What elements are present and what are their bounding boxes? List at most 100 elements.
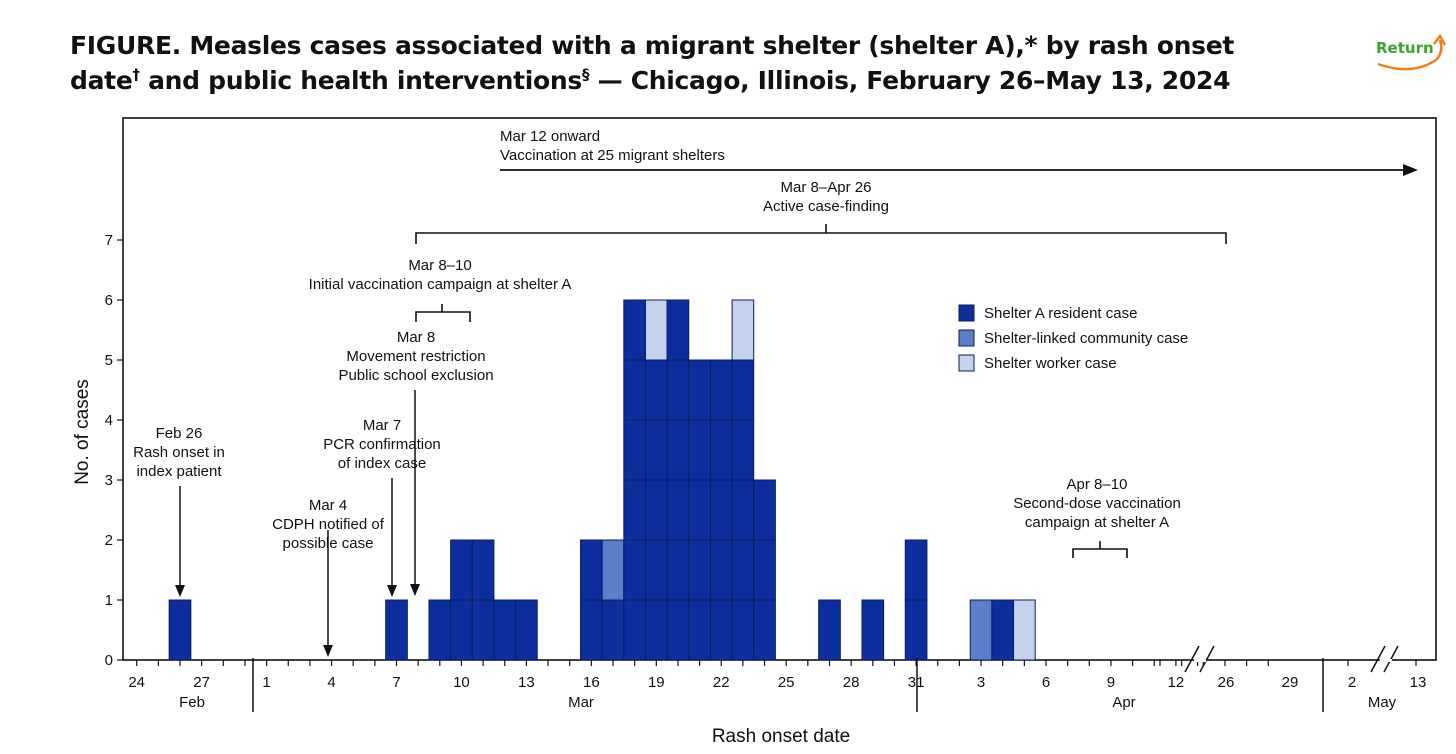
case-finding-bracket [415,224,1227,244]
bar-resident [644,479,668,541]
bar-resident [644,539,668,601]
plot-frame [122,117,1437,661]
bar-resident [644,419,668,481]
x-tick-label: 4 [327,674,335,691]
x-tick-label: 9 [1107,674,1115,691]
axis-break-gap [1194,659,1206,662]
bar-resident [666,479,690,541]
month-label: Mar [568,694,594,711]
bar-resident [450,539,473,601]
bar-resident [731,419,755,481]
return-logo[interactable]: Return [1372,30,1452,74]
x-axis-label: Rash onset date [712,726,850,747]
bar-resident [168,599,192,661]
bar-resident [666,599,690,661]
month-label: May [1368,694,1397,711]
pcr-annotation-line-3: of index case [338,455,426,472]
bar-resident [731,479,755,541]
y-axis-label: No. of cases [72,379,93,485]
x-tick-label: 7 [392,674,400,691]
second-dose-annotation-line-1: Apr 8–10 [1067,476,1128,493]
section-footnote-mark: § [581,65,590,84]
bar-resident [666,419,690,481]
bar-resident [904,539,928,601]
pcr-arrowhead [387,585,397,597]
second-dose-annotation-line-2: Second-dose vaccination [1013,495,1181,512]
bar-resident [688,419,711,481]
axis-break-mark [1199,645,1215,673]
vaccination-annotation-line-1: Mar 12 onward [500,128,600,145]
bar-resident [450,599,473,661]
x-tick-label: 19 [648,674,665,691]
bar-resident [688,359,711,421]
movement-annotation-line-1: Mar 8 [397,329,435,346]
cdph-annotation-line-1: Mar 4 [309,497,347,514]
initial-campaign-annotation-line-2: Initial vaccination campaign at shelter … [309,276,572,293]
second-dose-annotation-line-3: campaign at shelter A [1025,514,1169,531]
x-tick-label: 29 [1282,674,1299,691]
x-tick-label: 10 [453,674,470,691]
bar-resident [471,539,495,601]
bar-resident [385,599,408,661]
title-text-2b: and public health interventions [139,66,582,95]
bar-resident [623,359,646,421]
bar-resident [709,479,733,541]
cdph-arrowhead [323,645,333,657]
bar-resident [493,599,517,661]
bar-resident [666,359,690,421]
bar-resident [709,359,733,421]
month-label: Feb [179,694,205,711]
y-tick-label: 1 [105,592,113,609]
bar-resident [623,539,646,601]
legend-swatch [958,354,975,372]
axis-break-gap [1380,659,1392,662]
legend-swatch [958,304,975,322]
vaccination-arrowhead [1403,164,1418,176]
x-tick-label: 26 [1218,674,1235,691]
title-text-1: . Measles cases associated with a migran… [171,31,1235,60]
x-tick-label: 12 [1168,674,1185,691]
title-line-2: date† and public health interventions§ —… [70,63,1330,98]
x-tick-label: 27 [193,674,210,691]
return-arrow-icon [1377,33,1447,71]
bar-community [969,599,993,661]
bar-resident [471,599,495,661]
x-tick-label: 1 [262,674,270,691]
x-tick-label: 13 [518,674,535,691]
x-tick-label: 24 [128,674,145,691]
x-tick-label: 28 [843,674,860,691]
bar-resident [688,539,711,601]
bar-resident [861,599,885,661]
bar-resident [709,539,733,601]
bar-resident [515,599,538,661]
bar-resident [666,299,690,361]
bar-resident [428,599,452,661]
bar-resident [623,599,646,661]
bar-community [601,539,625,601]
y-tick-label: 3 [105,472,113,489]
dagger-footnote-mark: † [132,65,140,84]
index-annotation-line-3: index patient [136,463,222,480]
legend-label: Shelter A resident case [984,305,1137,322]
x-tick-label: 3 [977,674,985,691]
bar-resident [731,599,755,661]
bar-resident [731,359,755,421]
x-tick-label: 13 [1410,674,1427,691]
bar-resident [623,299,646,361]
x-tick-label: 6 [1042,674,1050,691]
y-tick-label: 5 [105,352,113,369]
bar-resident [688,599,711,661]
x-tick-label: 31 [908,674,925,691]
bar-resident [904,599,928,661]
bar-resident [753,539,776,601]
bar-resident [623,419,646,481]
bar-resident [666,539,690,601]
movement-arrowhead [410,584,420,596]
initial-campaign-annotation-line-1: Mar 8–10 [408,257,471,274]
y-tick-label: 2 [105,532,113,549]
title-text-2a: date [70,66,133,95]
bar-resident [688,479,711,541]
x-tick-label: 2 [1348,674,1356,691]
y-tick-label: 7 [105,232,113,249]
